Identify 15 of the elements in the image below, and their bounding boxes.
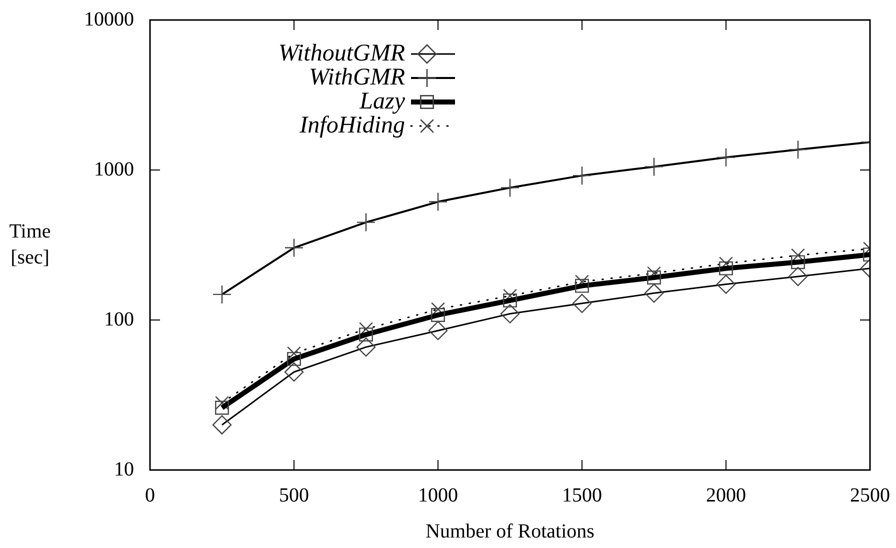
legend-label: Lazy (358, 88, 406, 114)
x-tick-label: 500 (279, 484, 309, 506)
legend-label: WithoutGMR (278, 40, 406, 66)
x-tick-label: 2000 (706, 484, 746, 506)
x-tick-label: 0 (145, 484, 155, 506)
y-tick-label: 10 (114, 458, 134, 480)
y-tick-label: 1000 (94, 158, 134, 180)
x-tick-label: 1500 (562, 484, 602, 506)
y-tick-label: 10000 (84, 8, 134, 30)
x-axis-title: Number of Rotations (426, 520, 595, 542)
x-tick-label: 1000 (418, 484, 458, 506)
y-axis-title: Time [sec] (9, 220, 51, 268)
y-tick-label: 100 (104, 308, 134, 330)
x-tick-label: 2500 (850, 484, 890, 506)
legend-label: WithGMR (309, 64, 406, 90)
